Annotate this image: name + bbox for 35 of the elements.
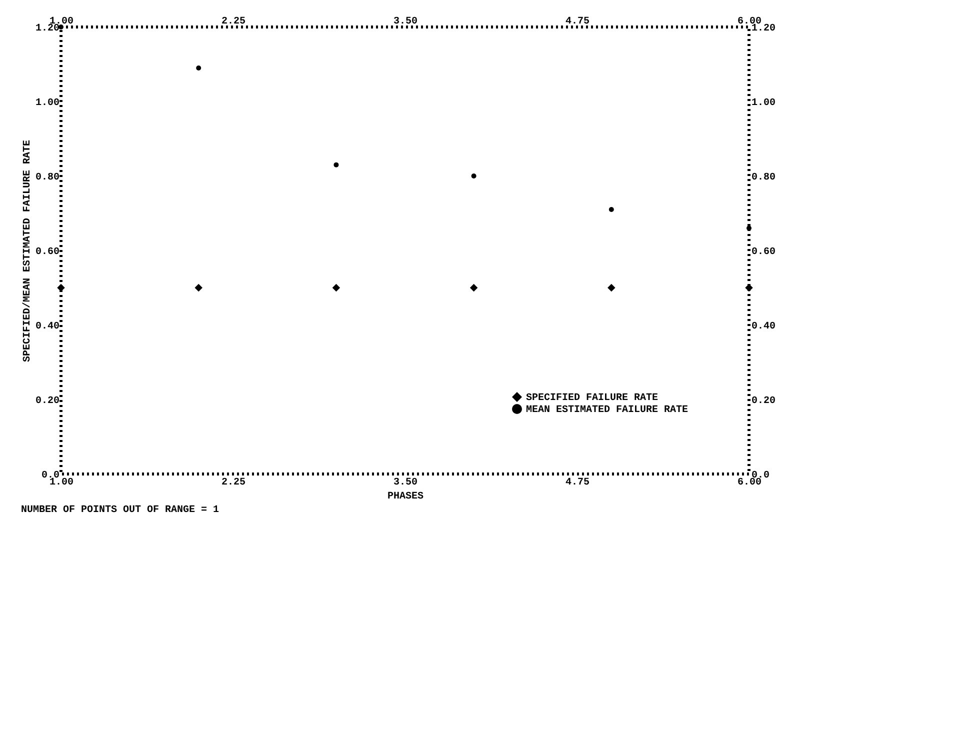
point (470, 284, 478, 292)
legend-label: MEAN ESTIMATED FAILURE RATE (526, 405, 688, 416)
y-tick-label: 1.20 (35, 24, 60, 34)
y-tick-label: 0.80 (35, 172, 60, 184)
y-tick-label: 1.00 (35, 98, 60, 109)
x-tick-label: 2.25 (221, 478, 246, 488)
x-tick-label: 4.75 (565, 478, 590, 488)
y2-tick-label: 0.60 (752, 247, 776, 258)
y-tick-label: 0.40 (35, 322, 60, 332)
y2-tick-label: 0.40 (752, 322, 776, 332)
text: NUMBER OF POINTS OUT OF RANGE = 1 (21, 505, 220, 516)
point (196, 65, 202, 70)
x-axis-title: PHASES (387, 492, 424, 502)
y2-tick-label: 1.20 (752, 24, 776, 34)
y-axis-title: SPECIFIED/MEAN ESTIMATED FAILURE RATE (21, 140, 34, 362)
point (608, 207, 614, 212)
y-tick-label: 0.20 (35, 396, 60, 407)
x-tick-label: 1.00 (49, 478, 74, 488)
point (58, 24, 64, 30)
point (471, 174, 476, 178)
y2-tick-label: 0.20 (752, 396, 776, 407)
legend-label: SPECIFIED FAILURE RATE (526, 393, 658, 404)
point (334, 162, 339, 168)
x-tick-label: 6.00 (737, 478, 762, 488)
x2-tick-label: 4.75 (565, 16, 590, 28)
point (194, 284, 202, 292)
y2-tick-label: 0.80 (752, 172, 776, 184)
point (608, 284, 616, 292)
x2-tick-label: 3.50 (393, 16, 418, 28)
point (332, 284, 340, 292)
x2-tick-label: 2.25 (221, 16, 246, 28)
y-tick-label: 0.60 (35, 247, 60, 258)
point (745, 284, 753, 292)
x-tick-label: 3.50 (393, 478, 418, 488)
y2-tick-label: 1.00 (752, 98, 776, 109)
